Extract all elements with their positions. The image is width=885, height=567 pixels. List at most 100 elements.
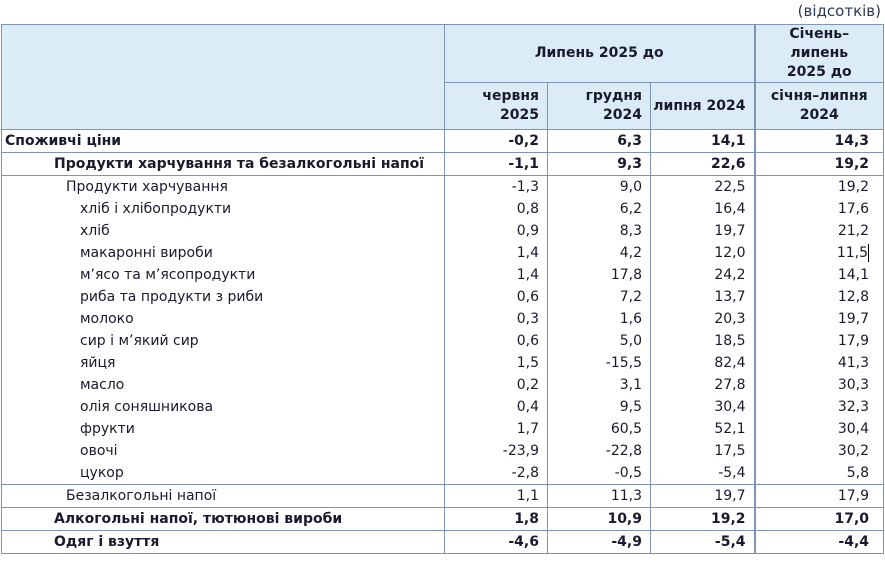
cell-value: 30,4: [753, 418, 885, 440]
table-row: хліб і хлібопродукти 0,8 6,2 16,4 17,6: [1, 198, 885, 220]
table-row: хліб 0,9 8,3 19,7 21,2: [1, 220, 885, 242]
cell-value: 1,5: [444, 352, 548, 374]
cell-value: 7,2: [547, 286, 651, 308]
cell-value: 24,2: [649, 264, 756, 286]
stub-header: [1, 24, 445, 130]
cell-value: 0,6: [444, 330, 548, 352]
group-header-jan-july: Січень–липень 2025 до: [753, 24, 885, 83]
cell-value: 9,3: [547, 152, 651, 176]
table-row: фрукти 1,7 60,5 52,1 30,4: [1, 418, 885, 440]
table-row: Безалкогольні напої 1,1 11,3 19,7 17,9: [1, 484, 885, 508]
cell-value: 17,5: [649, 440, 756, 462]
cell-value: 0,2: [444, 374, 548, 396]
row-label: Алкогольні напої, тютюнові вироби: [1, 507, 445, 531]
row-label: Одяг і взуття: [1, 530, 445, 554]
cpi-table: Липень 2025 до Січень–липень 2025 до чер…: [1, 24, 885, 554]
cell-value: 14,1: [753, 264, 885, 286]
cell-value: 19,7: [753, 308, 885, 330]
cell-value: 19,2: [753, 152, 885, 176]
row-label: хліб і хлібопродукти: [1, 198, 445, 220]
units-note: (відсотків): [797, 2, 881, 20]
row-label: масло: [1, 374, 445, 396]
cell-value: 0,6: [444, 286, 548, 308]
cell-value: 0,8: [444, 198, 548, 220]
cell-value: 22,5: [649, 175, 756, 198]
row-label: хліб: [1, 220, 445, 242]
cell-value: 6,2: [547, 198, 651, 220]
cell-value: -0,2: [444, 129, 548, 153]
row-label: фрукти: [1, 418, 445, 440]
table-row: Продукти харчування та безалкогольні нап…: [1, 152, 885, 176]
cell-value-editing[interactable]: 11,5: [753, 242, 885, 264]
row-label: риба та продукти з риби: [1, 286, 445, 308]
cell-value: -5,4: [649, 530, 756, 554]
cell-value: 11,3: [547, 484, 651, 508]
cell-value: 1,6: [547, 308, 651, 330]
cell-value: 19,2: [649, 507, 756, 531]
cell-value: 13,7: [649, 286, 756, 308]
cell-value: 82,4: [649, 352, 756, 374]
row-label: Споживчі ціни: [1, 129, 445, 153]
cell-value: -0,5: [547, 462, 651, 485]
cell-value: 32,3: [753, 396, 885, 418]
table-row: м’ясо та м’ясопродукти 1,4 17,8 24,2 14,…: [1, 264, 885, 286]
cell-value: -23,9: [444, 440, 548, 462]
row-label: Продукти харчування: [1, 175, 445, 198]
cell-value: 6,3: [547, 129, 651, 153]
cell-value: 9,0: [547, 175, 651, 198]
col-header-july: липня 2024: [649, 82, 756, 130]
cell-value: 12,0: [649, 242, 756, 264]
cell-value: 14,3: [753, 129, 885, 153]
table-row: олія соняшникова 0,4 9,5 30,4 32,3: [1, 396, 885, 418]
cell-value: 5,0: [547, 330, 651, 352]
table-row: Алкогольні напої, тютюнові вироби 1,8 10…: [1, 507, 885, 531]
cell-value: 1,4: [444, 242, 548, 264]
cell-value: 22,6: [649, 152, 756, 176]
cell-value: -4,9: [547, 530, 651, 554]
cell-value: 0,9: [444, 220, 548, 242]
row-label: Безалкогольні напої: [1, 484, 445, 508]
cell-value: -5,4: [649, 462, 756, 485]
cell-value: -15,5: [547, 352, 651, 374]
cell-value: 1,7: [444, 418, 548, 440]
row-label: овочі: [1, 440, 445, 462]
cell-value: 8,3: [547, 220, 651, 242]
cell-value: 21,2: [753, 220, 885, 242]
cell-value: -22,8: [547, 440, 651, 462]
row-label: сир і м’який сир: [1, 330, 445, 352]
cell-value: 1,8: [444, 507, 548, 531]
cell-value: -4,6: [444, 530, 548, 554]
cell-value: 3,1: [547, 374, 651, 396]
table-row: молоко 0,3 1,6 20,3 19,7: [1, 308, 885, 330]
cell-value: 20,3: [649, 308, 756, 330]
cell-value: 5,8: [753, 462, 885, 485]
cell-value: 17,6: [753, 198, 885, 220]
cell-value: 0,3: [444, 308, 548, 330]
cell-value: 14,1: [649, 129, 756, 153]
cell-value: 30,3: [753, 374, 885, 396]
cell-value: 27,8: [649, 374, 756, 396]
col-header-december: грудня 2024: [547, 82, 651, 130]
cell-value: 10,9: [547, 507, 651, 531]
cell-value: 4,2: [547, 242, 651, 264]
row-label: олія соняшникова: [1, 396, 445, 418]
row-label: молоко: [1, 308, 445, 330]
group-header-july: Липень 2025 до: [443, 24, 756, 83]
cell-value: 17,0: [753, 507, 885, 531]
table-row: Одяг і взуття -4,6 -4,9 -5,4 -4,4: [1, 530, 885, 554]
cell-value: 52,1: [649, 418, 756, 440]
row-label: макаронні вироби: [1, 242, 445, 264]
row-label: цукор: [1, 462, 445, 485]
cell-value: 0,4: [444, 396, 548, 418]
cell-value: 19,2: [753, 175, 885, 198]
table-row: риба та продукти з риби 0,6 7,2 13,7 12,…: [1, 286, 885, 308]
table-row: цукор -2,8 -0,5 -5,4 5,8: [1, 462, 885, 485]
col-header-june: червня 2025: [444, 82, 548, 130]
cell-value: 17,8: [547, 264, 651, 286]
table-row: масло 0,2 3,1 27,8 30,3: [1, 374, 885, 396]
cell-value: 1,1: [444, 484, 548, 508]
cell-value: 19,7: [649, 220, 756, 242]
col-header-jan-july: січня–липня 2024: [753, 82, 885, 130]
cell-value: 30,2: [753, 440, 885, 462]
cell-value: 60,5: [547, 418, 651, 440]
